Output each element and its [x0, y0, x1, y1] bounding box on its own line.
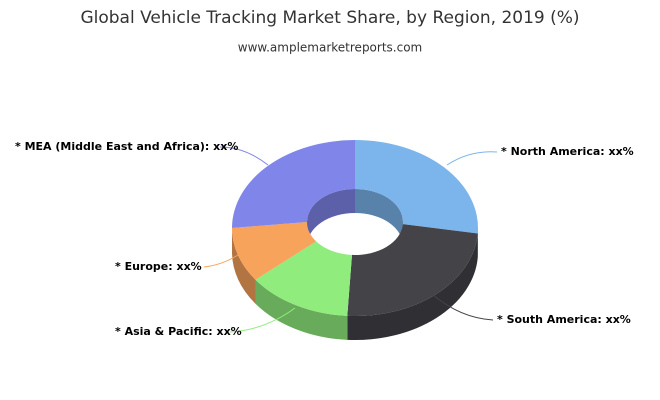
chart-subtitle: www.amplemarketreports.com [238, 41, 422, 55]
slice-inner-wall [307, 189, 355, 246]
data-label: * South America: xx% [497, 313, 631, 326]
data-label: * Europe: xx% [115, 260, 202, 273]
slice [255, 241, 352, 316]
leader-line [219, 146, 269, 166]
slice [355, 140, 479, 234]
data-label: * Asia & Pacific: xx% [115, 325, 242, 338]
leader-line [446, 151, 498, 166]
slice-side [232, 228, 256, 304]
slice-inner-wall [355, 189, 403, 246]
donut-inner-walls [307, 189, 403, 246]
donut-sides [232, 228, 478, 341]
chart-title: Global Vehicle Tracking Market Share, by… [80, 8, 579, 28]
slice-side [347, 233, 478, 341]
slice [232, 222, 317, 280]
leader-line [431, 293, 494, 321]
data-label: * North America: xx% [501, 145, 634, 158]
data-label: * MEA (Middle East and Africa): xx% [15, 140, 238, 153]
slice [232, 140, 355, 228]
leader-line [229, 307, 296, 333]
leader-line [203, 254, 239, 268]
slice-side [255, 279, 348, 340]
labels: * North America: xx% * South America: xx%… [15, 140, 634, 338]
slice [347, 224, 478, 317]
donut-tops [232, 140, 479, 317]
